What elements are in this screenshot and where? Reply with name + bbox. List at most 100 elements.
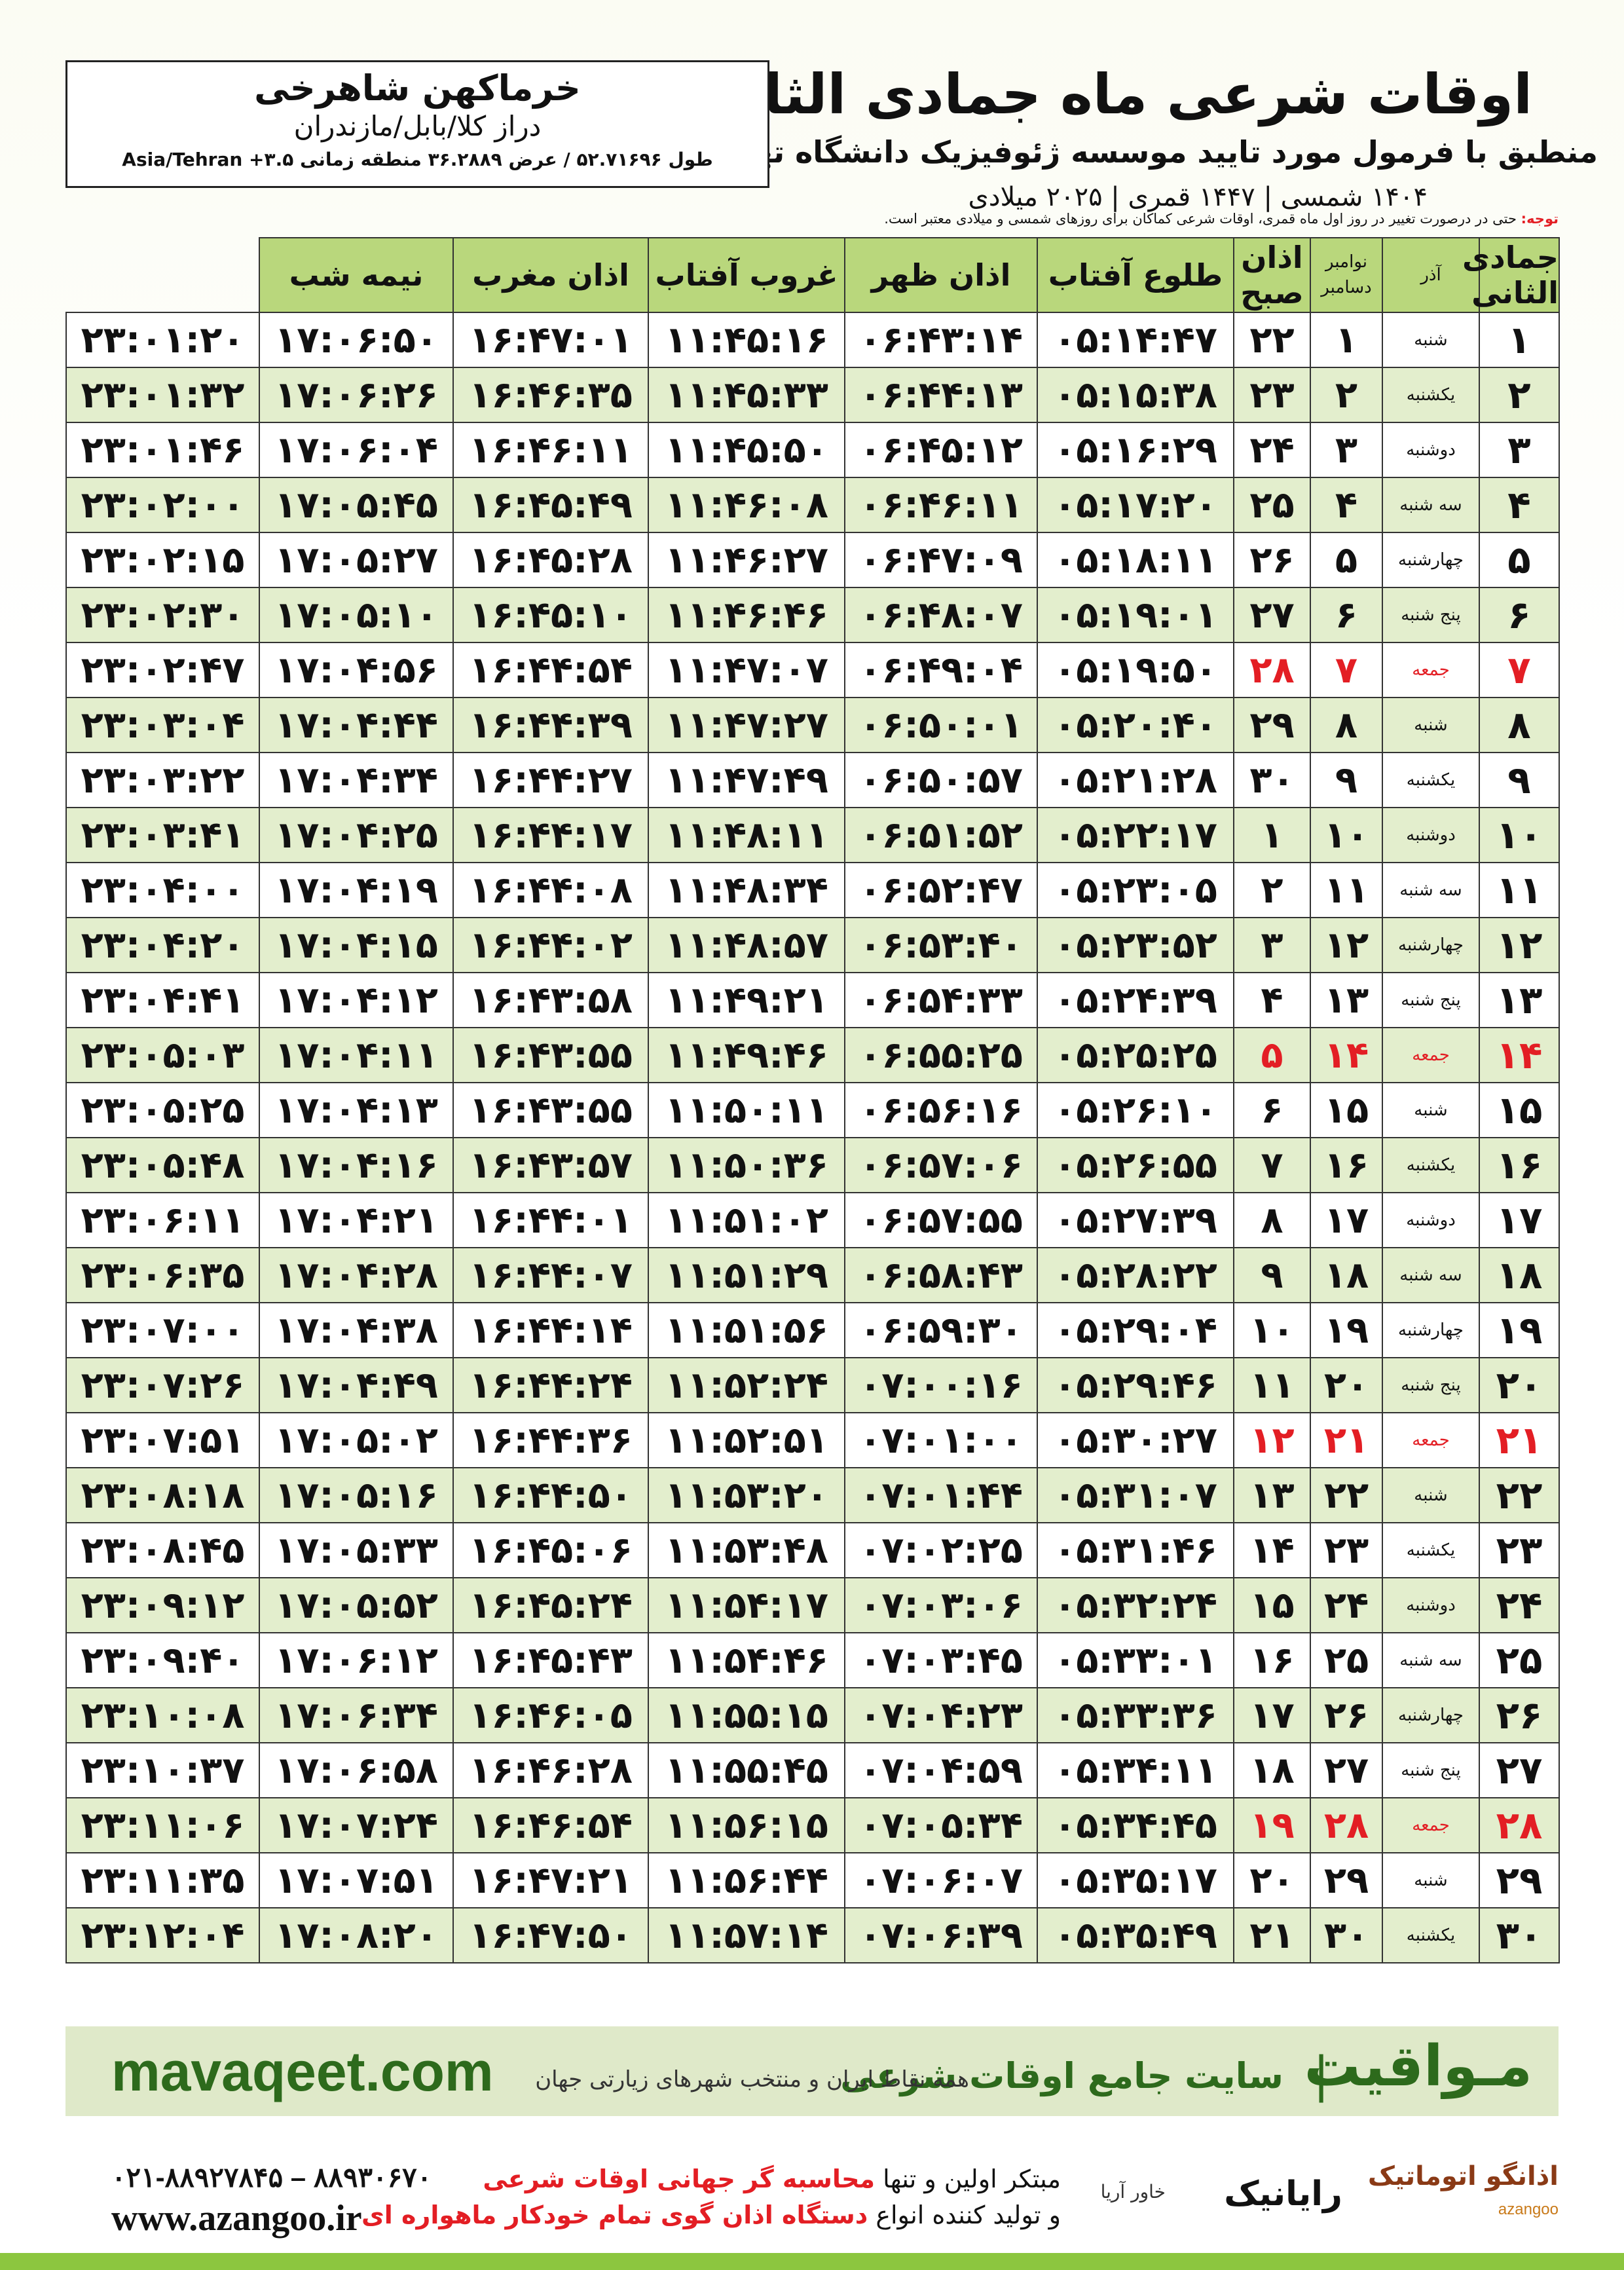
- header-cell: جمادی الثانی: [1462, 237, 1560, 313]
- cell: ۲۱: [1233, 1907, 1311, 1963]
- phones: ۰۲۱-۸۸۹۲۷۸۴۵ – ۸۸۹۳۰۶۷۰: [111, 2162, 432, 2193]
- cell: ۱۷:۰۶:۰۴: [259, 422, 454, 478]
- cell: ۱۳: [1310, 972, 1383, 1028]
- cell: ۱۷:۰۴:۱۲: [259, 972, 454, 1028]
- cell: ۲۳:۰۴:۴۱: [65, 972, 260, 1028]
- cell: ۲۶: [1233, 532, 1311, 588]
- cell: ۱۱:۵۵:۴۵: [648, 1742, 845, 1798]
- header-cell: اذان ظهر: [844, 237, 1038, 313]
- cell: ۱۶:۴۴:۲۷: [452, 752, 649, 808]
- cell: ۱: [1310, 312, 1383, 368]
- cell: ۱۶:۴۷:۵۰: [452, 1907, 649, 1963]
- cell: ۵: [1233, 1027, 1311, 1083]
- row: ۳ دوشنبه ۳ ۲۴ ۰۵:۱۶:۲۹ ۰۶:۴۵:۱۲ ۱۱:۴۵:۵۰ ۱۶:۴۶:…: [65, 422, 1560, 478]
- cell: ۱۶: [1310, 1137, 1383, 1193]
- cell: ۰۵:۱۵:۳۸: [1037, 367, 1234, 423]
- cell: ۱۶:۴۴:۱۷: [452, 807, 649, 863]
- cell: ۲۳:۰۲:۰۰: [65, 477, 260, 533]
- cell: ۷: [1310, 642, 1383, 698]
- cell: جمعه: [1382, 642, 1480, 698]
- cell: ۱۷:۰۴:۱۹: [259, 862, 454, 918]
- cell: ۱۶:۴۶:۳۵: [452, 367, 649, 423]
- cell: شنبه: [1382, 1082, 1480, 1138]
- cell: چهارشنبه: [1382, 917, 1480, 973]
- tagline-text: مبتکر اولین و تنها: [883, 2165, 1061, 2193]
- cell: ۱۷:۰۴:۴۴: [259, 697, 454, 753]
- row: ۲۸ جمعه ۲۸ ۱۹ ۰۵:۳۴:۴۵ ۰۷:۰۵:۳۴ ۱۱:۵۶:۱۵ ۱۶:۴۶:…: [65, 1797, 1560, 1853]
- cell: ۲۳:۰۳:۴۱: [65, 807, 260, 863]
- cell: ۱۸: [1310, 1247, 1383, 1303]
- cell: ۱۱:۴۹:۴۶: [648, 1027, 845, 1083]
- cell: ۱۷: [1310, 1192, 1383, 1248]
- cell: ۱۰: [1310, 807, 1383, 863]
- cell: ۱۱: [1310, 862, 1383, 918]
- cell: ۱۷:۰۴:۲۵: [259, 807, 454, 863]
- cell: ۱۶:۴۳:۵۵: [452, 1027, 649, 1083]
- cell: ۱۱:۵۳:۴۸: [648, 1522, 845, 1578]
- cell: ۱۷:۰۴:۲۸: [259, 1247, 454, 1303]
- cell: ۱۱:۵۱:۲۹: [648, 1247, 845, 1303]
- cell: ۱۷:۰۴:۱۱: [259, 1027, 454, 1083]
- cell: ۰۵:۲۸:۲۲: [1037, 1247, 1234, 1303]
- cell: ۲۲: [1233, 312, 1311, 368]
- cell: دوشنبه: [1382, 422, 1480, 478]
- cell: ۲: [1233, 862, 1311, 918]
- cell: ۱۷:۰۶:۵۸: [259, 1742, 454, 1798]
- row: ۹ یکشنبه ۹ ۳۰ ۰۵:۲۱:۲۸ ۰۶:۵۰:۵۷ ۱۱:۴۷:۴۹ ۱۶:۴۴:…: [65, 752, 1560, 808]
- cell: ۱۱:۴۷:۴۹: [648, 752, 845, 808]
- cell: ۱۴: [1310, 1027, 1383, 1083]
- cell: ۲۱: [1310, 1412, 1383, 1468]
- cell: ۰۵:۲۷:۳۹: [1037, 1192, 1234, 1248]
- cell: ۲۹: [1310, 1852, 1383, 1908]
- logo-rayanik: رایانیک: [1224, 2174, 1342, 2214]
- cell: ۰۵:۲۵:۲۵: [1037, 1027, 1234, 1083]
- cell: ۲۱: [1479, 1412, 1560, 1468]
- cell: ۱۶:۴۵:۴۹: [452, 477, 649, 533]
- separator: |: [1313, 2047, 1329, 2103]
- cell: ۲۳:۱۰:۰۸: [65, 1687, 260, 1743]
- cell: ۲۳:۰۸:۴۵: [65, 1522, 260, 1578]
- cell: ۱۶:۴۵:۰۶: [452, 1522, 649, 1578]
- header-cell: نوامبر دسامبر: [1310, 237, 1383, 313]
- row: ۱۸ سه شنبه ۱۸ ۹ ۰۵:۲۸:۲۲ ۰۶:۵۸:۴۳ ۱۱:۵۱:۲۹ ۱۶:۴…: [65, 1247, 1560, 1303]
- cell: ۴: [1479, 477, 1560, 533]
- cell: ۲۳:۰۱:۳۲: [65, 367, 260, 423]
- cell: ۲۹: [1233, 697, 1311, 753]
- cell: ۱۶:۴۴:۰۱: [452, 1192, 649, 1248]
- cell: ۲۳:۰۲:۴۷: [65, 642, 260, 698]
- url[interactable]: mavaqeet.com: [111, 2041, 494, 2102]
- row: ۱۲ چهارشنبه ۱۲ ۳ ۰۵:۲۳:۵۲ ۰۶:۵۳:۴۰ ۱۱:۴۸:۵۷ ۱۶:…: [65, 917, 1560, 973]
- cell: ۱۱:۵۰:۱۱: [648, 1082, 845, 1138]
- tagline: و تولید کننده انواع دستگاه اذان گوی تمام…: [361, 2201, 1061, 2229]
- cell: ۰۵:۲۶:۵۵: [1037, 1137, 1234, 1193]
- row: ۱۹ چهارشنبه ۱۹ ۱۰ ۰۵:۲۹:۰۴ ۰۶:۵۹:۳۰ ۱۱:۵۱:۵۶ ۱۶…: [65, 1302, 1560, 1358]
- cell: ۱۷:۰۴:۱۶: [259, 1137, 454, 1193]
- cell: ۲۳:۰۶:۳۵: [65, 1247, 260, 1303]
- row: ۲ یکشنبه ۲ ۲۳ ۰۵:۱۵:۳۸ ۰۶:۴۴:۱۳ ۱۱:۴۵:۳۳ ۱۶:۴۶:…: [65, 367, 1560, 423]
- row: ۱۴ جمعه ۱۴ ۵ ۰۵:۲۵:۲۵ ۰۶:۵۵:۲۵ ۱۱:۴۹:۴۶ ۱۶:۴۳:۵…: [65, 1027, 1560, 1083]
- cell: ۲۳:۰۷:۵۱: [65, 1412, 260, 1468]
- web[interactable]: www.azangoo.ir: [111, 2198, 362, 2239]
- cell: ۲۷: [1233, 587, 1311, 643]
- cell: ۱۶:۴۶:۲۸: [452, 1742, 649, 1798]
- cell: ۹: [1233, 1247, 1311, 1303]
- row: ۵ چهارشنبه ۵ ۲۶ ۰۵:۱۸:۱۱ ۰۶:۴۷:۰۹ ۱۱:۴۶:۲۷ ۱۶:۴…: [65, 532, 1560, 588]
- cell: ۰۵:۳۲:۲۴: [1037, 1577, 1234, 1633]
- cell: ۰۶:۴۵:۱۲: [844, 422, 1038, 478]
- cell: ۰۷:۰۲:۲۵: [844, 1522, 1038, 1578]
- cell: چهارشنبه: [1382, 1302, 1480, 1358]
- cell: ۰۵:۲۶:۱۰: [1037, 1082, 1234, 1138]
- cell: ۱۷:۰۴:۵۶: [259, 642, 454, 698]
- cell: ۰۵:۱۶:۲۹: [1037, 422, 1234, 478]
- cell: ۱۱:۴۸:۳۴: [648, 862, 845, 918]
- cell: ۲۶: [1479, 1687, 1560, 1743]
- cell: ۲۳:۰۹:۴۰: [65, 1632, 260, 1688]
- cell: ۳۰: [1233, 752, 1311, 808]
- location-box: خرماکهن شاهرخی دراز کلا/بابل/مازندران طو…: [65, 60, 769, 188]
- row: ۷ جمعه ۷ ۲۸ ۰۵:۱۹:۵۰ ۰۶:۴۹:۰۴ ۱۱:۴۷:۰۷ ۱۶:۴۴:۵۴…: [65, 642, 1560, 698]
- cell: یکشنبه: [1382, 1137, 1480, 1193]
- cell: دوشنبه: [1382, 1577, 1480, 1633]
- row: ۱۳ پنج شنبه ۱۳ ۴ ۰۵:۲۴:۳۹ ۰۶:۵۴:۳۳ ۱۱:۴۹:۲۱ ۱۶:…: [65, 972, 1560, 1028]
- cell: ۱۱:۴۵:۱۶: [648, 312, 845, 368]
- region: دراز کلا/بابل/مازندران: [293, 110, 542, 142]
